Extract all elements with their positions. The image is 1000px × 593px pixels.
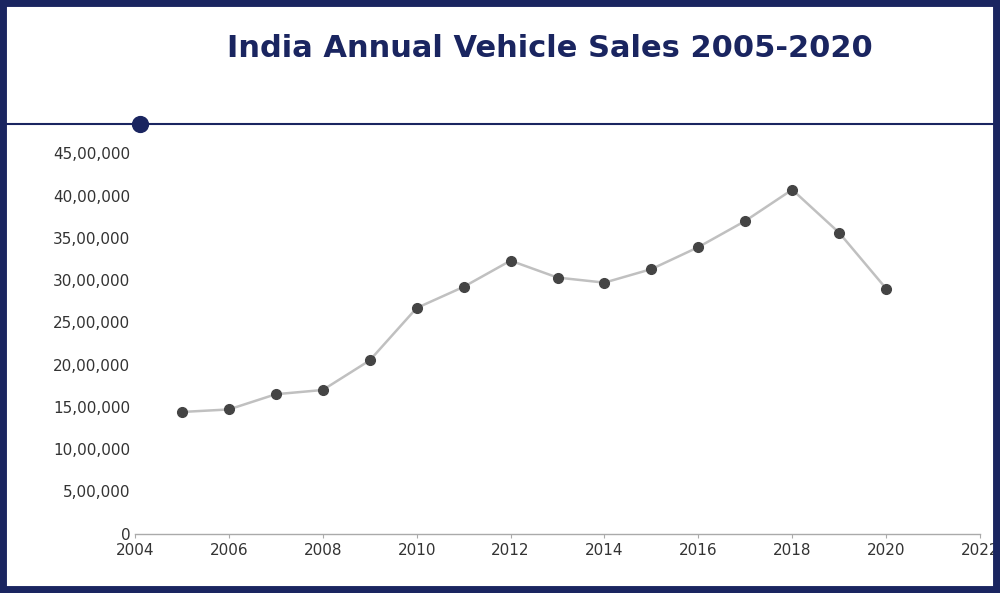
Text: India Annual Vehicle Sales 2005-2020: India Annual Vehicle Sales 2005-2020: [227, 34, 873, 63]
Point: [503, 256, 519, 266]
Point: [596, 278, 612, 288]
Point: [268, 390, 284, 399]
Point: [456, 282, 472, 292]
Point: [221, 404, 237, 414]
Point: [831, 228, 847, 238]
Point: [409, 303, 425, 313]
Text: RESEARCH: RESEARCH: [28, 62, 107, 75]
Point: [643, 264, 659, 274]
Point: [878, 284, 894, 294]
Point: [132, 119, 148, 129]
Point: [737, 216, 753, 226]
Text: PRECEDENCE: PRECEDENCE: [18, 29, 116, 42]
Point: [362, 356, 378, 365]
Point: [784, 185, 800, 195]
Point: [690, 243, 706, 252]
Point: [315, 385, 331, 395]
Point: [174, 407, 190, 417]
Point: [550, 273, 566, 282]
